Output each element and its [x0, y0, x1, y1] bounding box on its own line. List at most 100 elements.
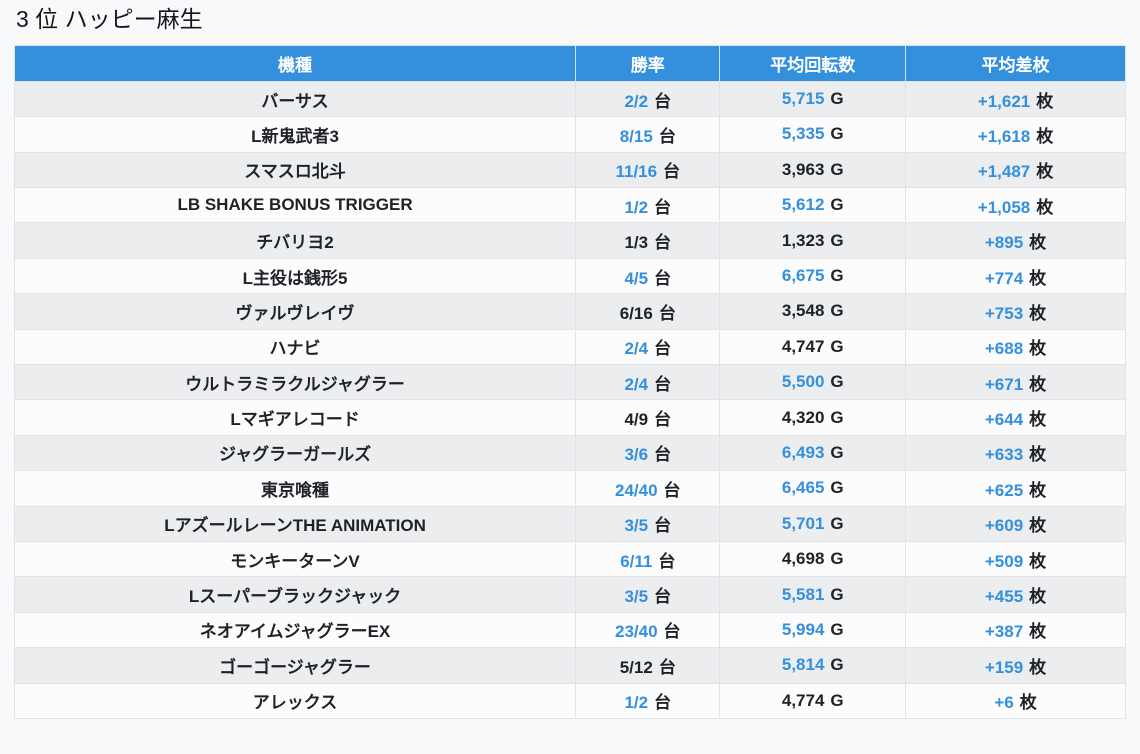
- column-header-avg-spins: 平均回転数: [719, 45, 906, 82]
- avg-diff-value: +671: [984, 374, 1024, 394]
- win-rate-cell: 1/2 台: [575, 187, 720, 223]
- win-rate-unit: 台: [654, 374, 672, 394]
- table-row: アレックス 1/2 台 4,774 G +6 枚: [14, 682, 1126, 719]
- win-rate-cell: 6/16 台: [575, 293, 720, 330]
- avg-spins-cell: 6,493 G: [719, 434, 906, 471]
- avg-diff-unit: 枚: [1029, 410, 1047, 430]
- win-rate-value: 11/16: [615, 162, 658, 182]
- win-rate-value: 1/3: [624, 233, 649, 253]
- avg-spins-value: 5,335: [781, 124, 825, 144]
- avg-spins-cell: 3,963 G: [719, 151, 906, 188]
- machine-name-cell: LB SHAKE BONUS TRIGGER: [14, 187, 576, 223]
- avg-spins-unit: G: [830, 513, 844, 533]
- avg-diff-value: +774: [984, 268, 1024, 288]
- page: 3 位 ハッピー麻生 機種 勝率 平均回転数 平均差枚 バーサス 2/2 台 5,…: [14, 6, 1126, 719]
- avg-spins-unit: G: [830, 478, 844, 498]
- avg-spins-unit: G: [830, 195, 844, 215]
- machine-name-cell: Lスーパーブラックジャック: [14, 576, 576, 613]
- avg-diff-value: +753: [984, 303, 1024, 323]
- win-rate-unit: 台: [654, 233, 672, 253]
- win-rate-unit: 台: [654, 197, 672, 217]
- avg-diff-unit: 枚: [1029, 445, 1047, 465]
- avg-diff-cell: +895 枚: [905, 222, 1126, 259]
- avg-spins-cell: 4,320 G: [719, 399, 906, 436]
- avg-spins-cell: 5,701 G: [719, 505, 906, 542]
- avg-diff-unit: 枚: [1029, 480, 1047, 500]
- avg-spins-value: 5,814: [781, 655, 825, 675]
- avg-diff-unit: 枚: [1029, 516, 1047, 536]
- avg-spins-value: 5,701: [781, 513, 825, 533]
- avg-diff-cell: +159 枚: [905, 647, 1126, 684]
- machine-name-cell: バーサス: [14, 80, 576, 117]
- table-row: LアズールレーンTHE ANIMATION 3/5 台 5,701 G +609 枚: [14, 505, 1126, 542]
- avg-diff-unit: 枚: [1036, 197, 1054, 217]
- machine-name-cell: ハナビ: [14, 328, 576, 365]
- avg-spins-value: 6,493: [781, 442, 825, 462]
- avg-spins-cell: 5,581 G: [719, 576, 906, 613]
- win-rate-cell: 6/11 台: [575, 540, 720, 577]
- avg-spins-unit: G: [830, 159, 844, 179]
- avg-spins-cell: 5,994 G: [719, 611, 906, 648]
- avg-spins-unit: G: [830, 89, 844, 109]
- avg-spins-cell: 1,323 G: [719, 222, 906, 259]
- win-rate-value: 2/4: [624, 339, 649, 359]
- table-row: ヴァルヴレイヴ 6/16 台 3,548 G +753 枚: [14, 293, 1126, 330]
- avg-diff-value: +1,058: [977, 197, 1031, 217]
- column-header-win-rate: 勝率: [575, 45, 720, 82]
- machine-name-cell: ゴーゴージャグラー: [14, 647, 576, 684]
- avg-diff-cell: +1,487 枚: [905, 151, 1126, 188]
- avg-diff-unit: 枚: [1029, 339, 1047, 359]
- avg-diff-cell: +644 枚: [905, 399, 1126, 436]
- machine-name-cell: Lマギアレコード: [14, 399, 576, 436]
- win-rate-value: 5/12: [619, 657, 653, 677]
- avg-spins-value: 6,675: [781, 266, 825, 286]
- avg-spins-cell: 6,675 G: [719, 257, 906, 294]
- win-rate-cell: 8/15 台: [575, 116, 720, 153]
- avg-spins-cell: 4,747 G: [719, 328, 906, 365]
- win-rate-cell: 24/40 台: [575, 470, 720, 507]
- win-rate-cell: 2/4 台: [575, 328, 720, 365]
- column-header-machine: 機種: [14, 45, 576, 82]
- machine-name-cell: チバリヨ2: [14, 222, 576, 259]
- avg-diff-cell: +1,618 枚: [905, 116, 1126, 153]
- avg-spins-value: 5,581: [781, 584, 825, 604]
- machine-name-cell: ネオアイムジャグラーEX: [14, 611, 576, 648]
- avg-spins-unit: G: [830, 584, 844, 604]
- win-rate-cell: 4/9 台: [575, 399, 720, 436]
- avg-diff-unit: 枚: [1029, 303, 1047, 323]
- avg-spins-value: 4,698: [781, 549, 825, 569]
- machine-name-cell: モンキーターンV: [14, 540, 576, 577]
- avg-spins-unit: G: [830, 549, 844, 569]
- win-rate-cell: 1/2 台: [575, 682, 720, 719]
- win-rate-cell: 3/5 台: [575, 505, 720, 542]
- win-rate-value: 2/4: [624, 374, 649, 394]
- win-rate-unit: 台: [663, 480, 681, 500]
- avg-diff-value: +1,487: [977, 162, 1031, 182]
- avg-spins-value: 5,994: [781, 619, 825, 639]
- machine-name-cell: LアズールレーンTHE ANIMATION: [14, 505, 576, 542]
- avg-spins-unit: G: [830, 336, 844, 356]
- avg-spins-value: 5,500: [781, 372, 825, 392]
- win-rate-cell: 4/5 台: [575, 257, 720, 294]
- avg-diff-unit: 枚: [1036, 162, 1054, 182]
- avg-spins-cell: 4,774 G: [719, 682, 906, 719]
- win-rate-unit: 台: [654, 587, 672, 607]
- win-rate-value: 6/16: [619, 303, 653, 323]
- win-rate-unit: 台: [654, 339, 672, 359]
- win-rate-cell: 2/4 台: [575, 364, 720, 400]
- avg-diff-unit: 枚: [1029, 551, 1047, 571]
- machine-name-cell: ヴァルヴレイヴ: [14, 293, 576, 330]
- machine-name-cell: スマスロ北斗: [14, 151, 576, 188]
- table-row: Lマギアレコード 4/9 台 4,320 G +644 枚: [14, 399, 1126, 436]
- table-row: チバリヨ2 1/3 台 1,323 G +895 枚: [14, 222, 1126, 259]
- avg-spins-value: 5,715: [781, 89, 825, 109]
- avg-diff-unit: 枚: [1029, 233, 1047, 253]
- win-rate-cell: 23/40 台: [575, 611, 720, 648]
- table-row: ジャグラーガールズ 3/6 台 6,493 G +633 枚: [14, 434, 1126, 471]
- avg-diff-unit: 枚: [1036, 126, 1054, 146]
- avg-spins-cell: 5,715 G: [719, 80, 906, 117]
- avg-spins-unit: G: [830, 230, 844, 250]
- machine-name-cell: ジャグラーガールズ: [14, 434, 576, 471]
- avg-spins-cell: 5,612 G: [719, 187, 906, 223]
- avg-diff-cell: +387 枚: [905, 611, 1126, 648]
